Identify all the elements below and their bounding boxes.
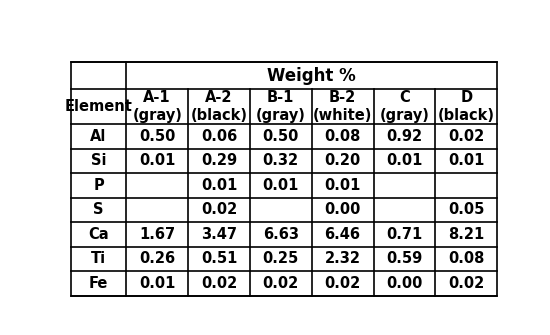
Text: 0.00: 0.00 xyxy=(386,276,422,291)
Text: 0.92: 0.92 xyxy=(386,129,422,144)
Text: Si: Si xyxy=(91,153,106,168)
Text: 0.71: 0.71 xyxy=(386,227,422,242)
Text: 6.63: 6.63 xyxy=(263,227,299,242)
Text: 0.05: 0.05 xyxy=(448,202,485,217)
Text: 0.01: 0.01 xyxy=(262,178,299,193)
Text: P: P xyxy=(93,178,104,193)
Text: 0.32: 0.32 xyxy=(263,153,299,168)
Text: 0.08: 0.08 xyxy=(324,129,361,144)
Text: 0.02: 0.02 xyxy=(201,276,237,291)
Text: Fe: Fe xyxy=(89,276,108,291)
Text: 0.50: 0.50 xyxy=(262,129,299,144)
Text: 0.29: 0.29 xyxy=(201,153,237,168)
Text: C
(gray): C (gray) xyxy=(379,90,430,123)
Text: 0.01: 0.01 xyxy=(386,153,422,168)
Text: 0.50: 0.50 xyxy=(139,129,175,144)
Text: 0.02: 0.02 xyxy=(448,129,485,144)
Text: 0.02: 0.02 xyxy=(324,276,361,291)
Text: 6.46: 6.46 xyxy=(324,227,361,242)
Text: D
(black): D (black) xyxy=(438,90,495,123)
Text: 0.00: 0.00 xyxy=(324,202,361,217)
Text: 0.01: 0.01 xyxy=(139,276,175,291)
Text: S: S xyxy=(94,202,104,217)
Text: 0.02: 0.02 xyxy=(448,276,485,291)
Text: 0.51: 0.51 xyxy=(201,251,237,266)
Text: B-1
(gray): B-1 (gray) xyxy=(256,90,306,123)
Text: Element: Element xyxy=(65,99,133,114)
Text: 8.21: 8.21 xyxy=(448,227,485,242)
Text: 0.59: 0.59 xyxy=(386,251,422,266)
Text: 0.01: 0.01 xyxy=(448,153,485,168)
Text: 0.08: 0.08 xyxy=(448,251,485,266)
Text: 0.20: 0.20 xyxy=(324,153,361,168)
Text: 0.02: 0.02 xyxy=(263,276,299,291)
Text: Weight %: Weight % xyxy=(267,67,356,85)
Text: Al: Al xyxy=(90,129,107,144)
Text: 0.01: 0.01 xyxy=(324,178,361,193)
Text: 0.02: 0.02 xyxy=(201,202,237,217)
Text: 3.47: 3.47 xyxy=(201,227,237,242)
Text: 1.67: 1.67 xyxy=(139,227,175,242)
Text: Ca: Ca xyxy=(88,227,109,242)
Text: A-1
(gray): A-1 (gray) xyxy=(132,90,182,123)
Text: 0.01: 0.01 xyxy=(139,153,175,168)
Text: 2.32: 2.32 xyxy=(324,251,361,266)
Text: A-2
(black): A-2 (black) xyxy=(190,90,248,123)
Text: 0.25: 0.25 xyxy=(263,251,299,266)
Text: 0.01: 0.01 xyxy=(201,178,237,193)
Text: Ti: Ti xyxy=(91,251,106,266)
Text: 0.06: 0.06 xyxy=(201,129,237,144)
Text: B-2
(white): B-2 (white) xyxy=(313,90,372,123)
Text: 0.26: 0.26 xyxy=(139,251,175,266)
